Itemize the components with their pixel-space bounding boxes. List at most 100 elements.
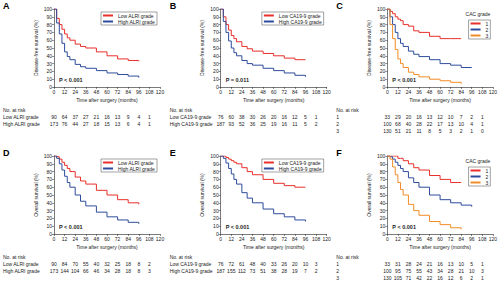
svg-text:40: 40 [94, 261, 100, 267]
svg-text:16: 16 [437, 275, 443, 281]
svg-text:10: 10 [458, 121, 464, 127]
svg-text:96: 96 [136, 89, 142, 95]
svg-text:32: 32 [104, 261, 110, 267]
svg-text:108: 108 [312, 236, 321, 242]
svg-text:120: 120 [322, 236, 331, 242]
svg-text:76: 76 [218, 261, 224, 267]
svg-text:72: 72 [448, 89, 454, 95]
svg-text:48: 48 [260, 89, 266, 95]
svg-text:40: 40 [260, 261, 266, 267]
svg-text:30: 30 [213, 208, 219, 214]
svg-text:100: 100 [44, 6, 53, 12]
svg-text:Overall survival (%): Overall survival (%) [33, 173, 39, 217]
svg-text:Low CA19-9 grade: Low CA19-9 grade [170, 261, 212, 267]
svg-text:100: 100 [44, 153, 53, 159]
svg-text:30: 30 [380, 208, 386, 214]
svg-text:13: 13 [115, 114, 121, 120]
svg-text:130: 130 [383, 275, 392, 281]
svg-text:P = 0.011: P = 0.011 [226, 77, 249, 83]
svg-text:52: 52 [239, 121, 245, 127]
svg-text:Time after surgery (months): Time after surgery (months) [76, 244, 138, 250]
svg-text:48: 48 [94, 236, 100, 242]
svg-text:48: 48 [94, 89, 100, 95]
svg-text:120: 120 [489, 89, 498, 95]
svg-text:8: 8 [137, 261, 140, 267]
svg-text:18: 18 [125, 261, 131, 267]
svg-text:40: 40 [46, 53, 52, 59]
svg-text:3: 3 [449, 128, 452, 134]
svg-text:100: 100 [377, 153, 386, 159]
svg-text:90: 90 [51, 114, 57, 120]
svg-text:44: 44 [72, 121, 78, 127]
svg-text:75: 75 [406, 268, 412, 274]
svg-text:6: 6 [127, 121, 130, 127]
svg-text:0: 0 [53, 89, 56, 95]
svg-text:2: 2 [460, 128, 463, 134]
svg-text:No. at risk: No. at risk [336, 107, 359, 113]
svg-text:36: 36 [416, 236, 422, 242]
svg-text:3: 3 [486, 33, 489, 39]
svg-text:108: 108 [145, 89, 154, 95]
svg-text:13: 13 [427, 114, 433, 120]
svg-text:30: 30 [250, 114, 256, 120]
svg-text:30: 30 [380, 61, 386, 67]
svg-text:90: 90 [46, 14, 52, 20]
svg-text:3: 3 [336, 275, 339, 281]
svg-text:24: 24 [239, 236, 245, 242]
svg-text:18: 18 [125, 268, 131, 274]
svg-text:60: 60 [437, 89, 443, 95]
svg-text:50: 50 [213, 192, 219, 198]
svg-text:72: 72 [448, 236, 454, 242]
svg-text:40: 40 [406, 121, 412, 127]
svg-text:76: 76 [218, 114, 224, 120]
svg-text:1: 1 [481, 275, 484, 281]
svg-text:50: 50 [213, 45, 219, 51]
svg-text:10: 10 [458, 261, 464, 267]
svg-text:D: D [3, 148, 10, 158]
svg-text:48: 48 [427, 89, 433, 95]
svg-text:33: 33 [271, 261, 277, 267]
svg-text:36: 36 [250, 89, 256, 95]
svg-text:60: 60 [46, 184, 52, 190]
svg-text:46: 46 [94, 268, 100, 274]
svg-text:High CA19-9 grade: High CA19-9 grade [279, 19, 322, 25]
svg-text:20: 20 [406, 114, 412, 120]
svg-text:51: 51 [395, 128, 401, 134]
svg-text:1: 1 [315, 114, 318, 120]
svg-text:High ALRI grade: High ALRI grade [118, 19, 155, 25]
svg-text:60: 60 [104, 236, 110, 242]
svg-text:CAC grade: CAC grade [466, 11, 491, 17]
svg-text:4: 4 [470, 121, 473, 127]
svg-text:12: 12 [395, 89, 401, 95]
svg-text:16: 16 [437, 261, 443, 267]
svg-text:30: 30 [46, 61, 52, 67]
svg-text:No. at risk: No. at risk [336, 254, 359, 260]
svg-text:96: 96 [469, 236, 475, 242]
svg-text:20: 20 [213, 68, 219, 74]
svg-text:90: 90 [213, 14, 219, 20]
svg-text:P < 0.001: P < 0.001 [392, 77, 416, 83]
svg-text:E: E [170, 148, 176, 158]
svg-text:5: 5 [304, 121, 307, 127]
svg-text:130: 130 [383, 128, 392, 134]
svg-text:2: 2 [470, 114, 473, 120]
svg-text:10: 10 [46, 76, 52, 82]
svg-text:36: 36 [250, 121, 256, 127]
svg-text:28: 28 [281, 268, 287, 274]
svg-text:P < 0.001: P < 0.001 [59, 77, 83, 83]
svg-text:Low ALRI grade: Low ALRI grade [3, 114, 39, 120]
svg-text:A: A [3, 1, 10, 11]
svg-text:High ALRI grade: High ALRI grade [118, 166, 155, 172]
svg-text:2: 2 [315, 121, 318, 127]
svg-text:90: 90 [380, 14, 386, 20]
svg-text:27: 27 [83, 114, 89, 120]
svg-text:50: 50 [46, 45, 52, 51]
svg-text:0: 0 [481, 128, 484, 134]
svg-text:50: 50 [46, 192, 52, 198]
svg-text:0: 0 [219, 236, 222, 242]
svg-text:84: 84 [292, 89, 298, 95]
svg-text:40: 40 [213, 53, 219, 59]
svg-text:P < 0.001: P < 0.001 [226, 224, 250, 230]
svg-text:60: 60 [271, 89, 277, 95]
svg-text:71: 71 [406, 275, 412, 281]
